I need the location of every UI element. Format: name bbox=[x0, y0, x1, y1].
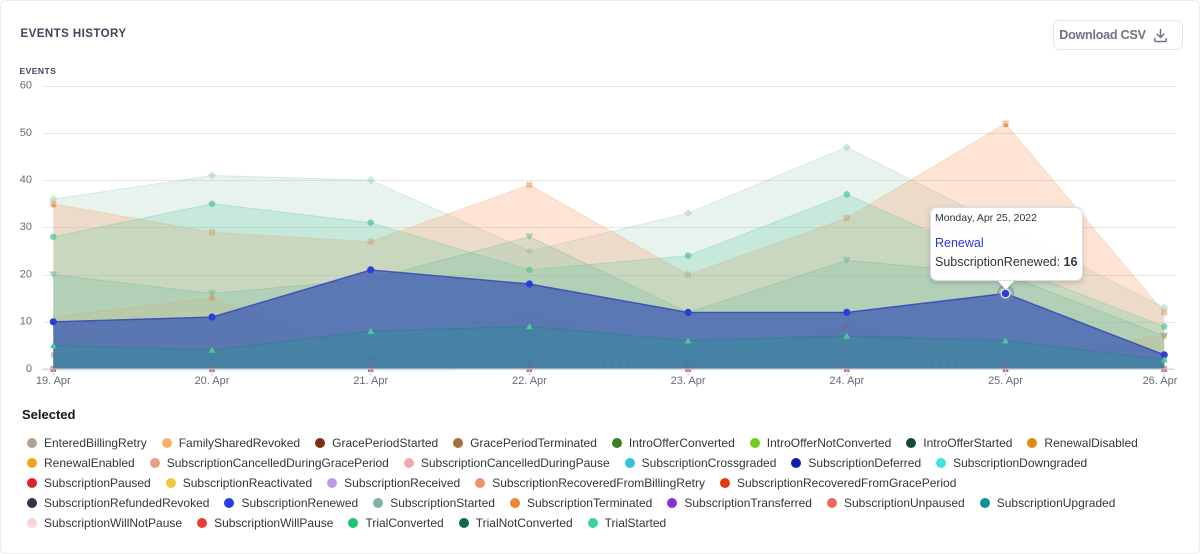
svg-text:30: 30 bbox=[20, 221, 32, 233]
svg-text:24. Apr: 24. Apr bbox=[829, 375, 864, 387]
svg-text:0: 0 bbox=[26, 363, 32, 375]
svg-text:40: 40 bbox=[20, 174, 32, 186]
svg-text:20: 20 bbox=[20, 268, 32, 280]
svg-text:25. Apr: 25. Apr bbox=[988, 375, 1023, 387]
svg-text:26. Apr: 26. Apr bbox=[1143, 375, 1178, 387]
svg-text:22. Apr: 22. Apr bbox=[512, 375, 547, 387]
svg-text:50: 50 bbox=[20, 127, 32, 139]
svg-text:23. Apr: 23. Apr bbox=[671, 375, 706, 387]
svg-text:20. Apr: 20. Apr bbox=[195, 375, 230, 387]
svg-text:10: 10 bbox=[20, 316, 32, 328]
svg-text:19. Apr: 19. Apr bbox=[36, 375, 71, 387]
svg-text:60: 60 bbox=[20, 80, 32, 92]
svg-text:21. Apr: 21. Apr bbox=[353, 375, 388, 387]
